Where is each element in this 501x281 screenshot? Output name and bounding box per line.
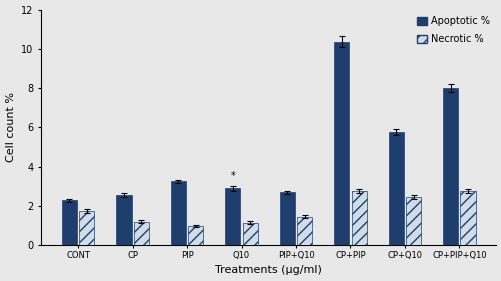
Text: *: * — [230, 171, 235, 181]
Bar — [351, 191, 366, 245]
Bar — [442, 88, 457, 245]
Bar — [116, 195, 131, 245]
Y-axis label: Cell count %: Cell count % — [6, 92, 16, 162]
Bar — [170, 182, 186, 245]
Bar — [79, 211, 94, 245]
Bar — [188, 226, 203, 245]
Bar — [459, 191, 475, 245]
Bar — [62, 200, 77, 245]
Bar — [405, 197, 420, 245]
Bar — [297, 217, 312, 245]
X-axis label: Treatments (μg/ml): Treatments (μg/ml) — [215, 266, 322, 275]
Legend: Apoptotic %, Necrotic %: Apoptotic %, Necrotic % — [414, 14, 490, 46]
Bar — [279, 192, 295, 245]
Bar — [133, 222, 149, 245]
Bar — [242, 223, 258, 245]
Bar — [334, 42, 349, 245]
Bar — [388, 132, 403, 245]
Bar — [225, 188, 240, 245]
